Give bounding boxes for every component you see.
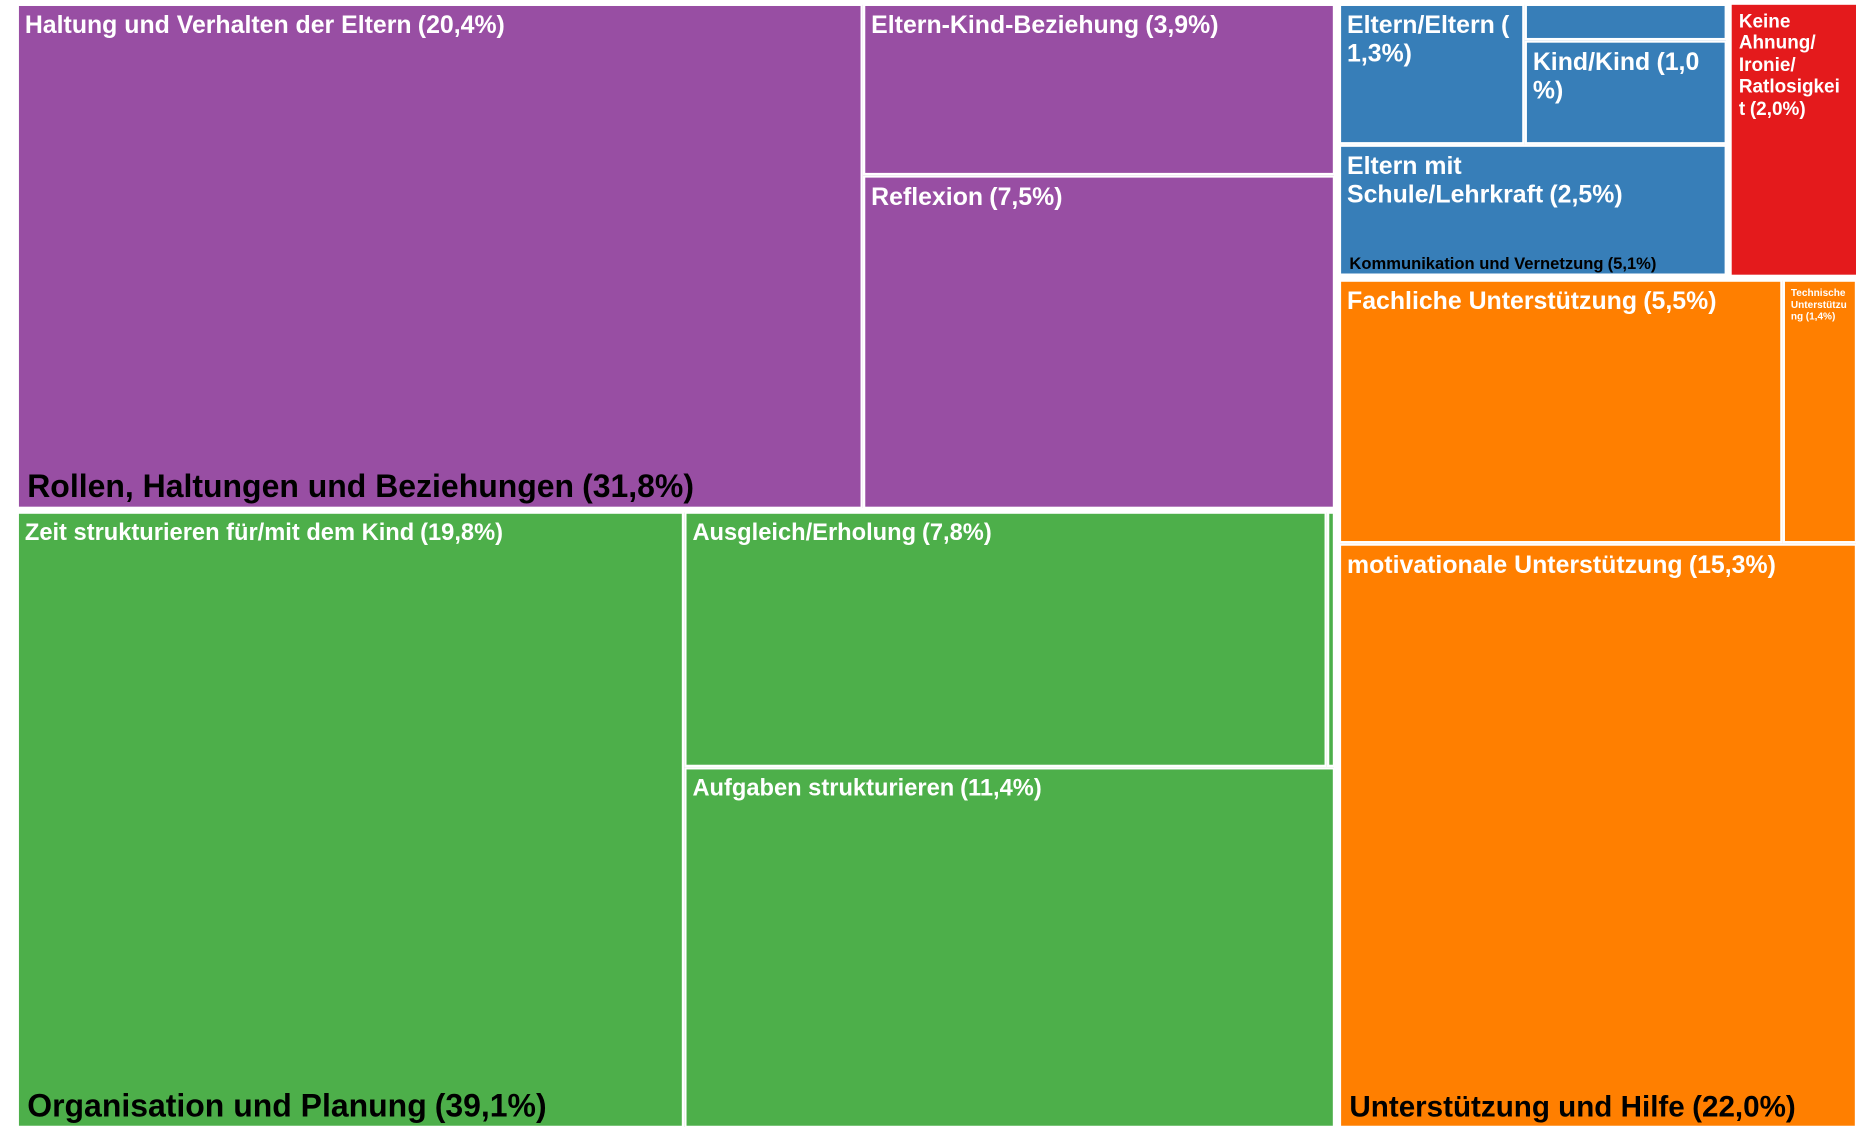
label-box: Organisation und Planung (39,1%) bbox=[18, 513, 1334, 1127]
label-value: (1,4%) bbox=[1805, 309, 1836, 322]
label-name: Unterstützung und Hilfe bbox=[1349, 1090, 1685, 1124]
label-value: (2,5%) bbox=[1549, 181, 1623, 209]
label: Ausgleich/Erholung (7,8%) bbox=[685, 513, 1325, 766]
label: Rollen, Haltungen und Beziehungen (31,8%) bbox=[18, 5, 1334, 508]
label-value: (39,1%) bbox=[434, 1087, 547, 1124]
tile bbox=[1338, 279, 1783, 544]
label-name: Kommunikation und Vernetzung bbox=[1349, 253, 1604, 273]
label: Kommunikation und Vernetzung (5,1%) bbox=[1340, 5, 1726, 275]
label-name: Zeit strukturieren für/mit dem Kind bbox=[24, 519, 415, 546]
label: Fachliche Unterstützung (5,5%) bbox=[1340, 281, 1782, 543]
label: motivationale Unterstützung (15,3%) bbox=[1340, 545, 1856, 1127]
group-rect bbox=[1731, 4, 1856, 275]
label-name: Technische Unterstützung bbox=[1790, 286, 1847, 322]
tile bbox=[1782, 279, 1856, 544]
label-box: Unterstützung und Hilfe (22,0%) bbox=[1340, 281, 1856, 1127]
tile bbox=[684, 767, 1336, 1127]
label-box: Technische Unterstützung (1,4%) bbox=[1784, 281, 1856, 543]
label-value: (3,9%) bbox=[1145, 11, 1219, 40]
label: Aufgaben strukturieren (11,4%) bbox=[685, 768, 1334, 1127]
label: Unterstützung und Hilfe (22,0%) bbox=[1340, 281, 1856, 1127]
label-box: Kind/Kind (1,0%) bbox=[1526, 42, 1726, 144]
tile bbox=[16, 3, 863, 510]
label-value: (1,0%) bbox=[1532, 48, 1700, 105]
tile bbox=[684, 511, 1327, 768]
label-value: (5,5%) bbox=[1643, 287, 1717, 315]
label-name: Haltung und Verhalten der Eltern bbox=[24, 11, 412, 40]
label-value: (15,3%) bbox=[1688, 551, 1776, 579]
label: Keine Ahnung/ Ironie/ Ratlosigkeit (2,0%) bbox=[1732, 5, 1856, 275]
label: Zeit strukturieren für/mit dem Kind (19,8… bbox=[18, 513, 683, 1127]
label-box: Zeit strukturieren für/mit dem Kind (19,8… bbox=[18, 513, 683, 1127]
label-box: Fachliche Unterstützung (5,5%) bbox=[1340, 281, 1782, 543]
label-box: Kommunikation und Vernetzung (5,1%) bbox=[1340, 5, 1726, 275]
label-name: Kind/Kind bbox=[1532, 48, 1651, 76]
tile bbox=[862, 3, 1336, 176]
tile bbox=[1524, 40, 1727, 145]
label-value: (11,4%) bbox=[960, 775, 1042, 802]
label-box: Eltern/Eltern (1,3%) bbox=[1340, 5, 1523, 143]
tile bbox=[16, 511, 685, 1127]
label-name: Reflexion bbox=[871, 183, 984, 211]
label-box: Eltern mit Schule/Lehrkraft (2,5%) bbox=[1340, 146, 1726, 275]
label-box: Reflexion (7,5%) bbox=[864, 176, 1334, 507]
label-name: motivationale Unterstützung bbox=[1347, 551, 1683, 579]
tile bbox=[1338, 144, 1727, 276]
tile bbox=[1524, 3, 1727, 41]
label: Reflexion (7,5%) bbox=[864, 176, 1334, 507]
label: Kind/Kind (1,0%) bbox=[1526, 42, 1726, 144]
label: Technische Unterstützung (1,4%) bbox=[1784, 281, 1856, 543]
label: Haltung und Verhalten der Eltern (20,4%) bbox=[18, 5, 862, 508]
label-box: Eltern-Kind-Beziehung (3,9%) bbox=[864, 5, 1334, 174]
label: Eltern mit Schule/Lehrkraft (2,5%) bbox=[1340, 146, 1726, 275]
label-value: (5,1%) bbox=[1607, 253, 1657, 273]
label-name: Ausgleich/Erholung bbox=[692, 519, 917, 546]
label-name: Rollen, Haltungen und Beziehungen bbox=[27, 468, 575, 505]
label: Eltern-Kind-Beziehung (3,9%) bbox=[864, 5, 1334, 174]
label: Organisation und Planung (39,1%) bbox=[18, 513, 1334, 1127]
tile bbox=[1326, 511, 1336, 768]
label-value: (20,4%) bbox=[417, 11, 505, 40]
label-value: (1,3%) bbox=[1347, 11, 1510, 68]
tile bbox=[1338, 3, 1525, 145]
label-box: Keine Ahnung/ Ironie/ Ratlosigkeit (2,0%) bbox=[1732, 5, 1856, 275]
label-name: Organisation und Planung bbox=[27, 1087, 427, 1124]
label-value: (2,0%) bbox=[1749, 98, 1806, 120]
label-box: Ausgleich/Erholung (7,8%) bbox=[685, 513, 1325, 766]
label-name: Eltern mit Schule/Lehrkraft bbox=[1347, 152, 1544, 209]
label-box: Aufgaben strukturieren (11,4%) bbox=[685, 768, 1334, 1127]
label-name: Eltern-Kind-Beziehung bbox=[871, 11, 1140, 40]
label: Eltern/Eltern (1,3%) bbox=[1340, 5, 1523, 143]
label-box: Rollen, Haltungen und Beziehungen (31,8%) bbox=[18, 5, 1334, 508]
label-value: (22,0%) bbox=[1692, 1090, 1796, 1124]
label-name: Aufgaben strukturieren bbox=[692, 775, 955, 802]
label-box: Haltung und Verhalten der Eltern (20,4%) bbox=[18, 5, 862, 508]
label-value: (7,5%) bbox=[989, 183, 1063, 211]
label-name: Keine Ahnung/ Ironie/ Ratlosigkeit bbox=[1738, 11, 1840, 120]
label-value: (19,8%) bbox=[420, 519, 504, 546]
tile bbox=[862, 175, 1336, 510]
label-value: (31,8%) bbox=[582, 468, 694, 505]
label-name: Eltern/Eltern bbox=[1347, 11, 1495, 40]
label-box: motivationale Unterstützung (15,3%) bbox=[1340, 545, 1856, 1127]
label-value: (7,8%) bbox=[921, 519, 992, 546]
label-name: Fachliche Unterstützung bbox=[1347, 287, 1638, 315]
tile bbox=[1338, 543, 1856, 1127]
